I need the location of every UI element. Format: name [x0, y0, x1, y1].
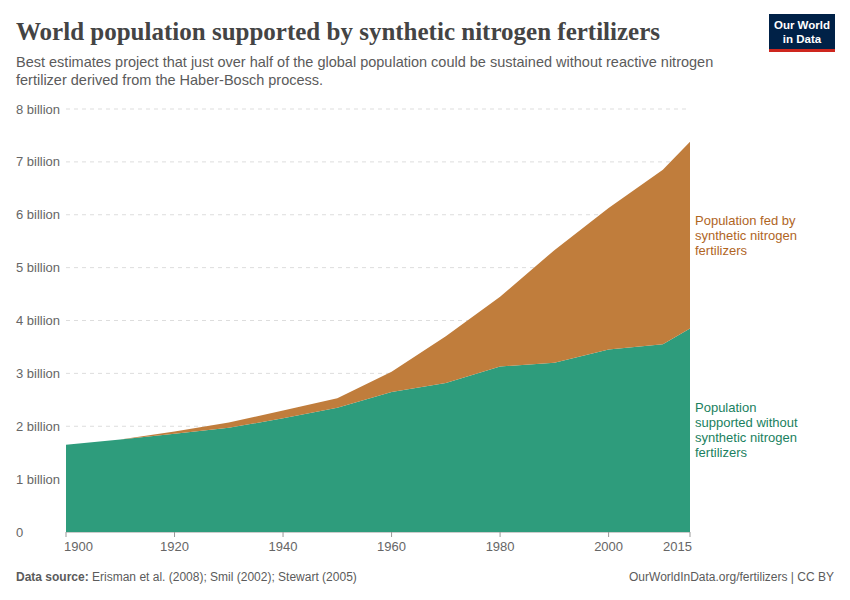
series-label-line: supported without [695, 415, 798, 430]
x-tick [283, 532, 284, 537]
x-tick [690, 532, 691, 537]
series-label-line: fertilizers [695, 243, 748, 258]
area [66, 328, 690, 532]
grid-line [66, 214, 690, 215]
series-label-line: synthetic nitrogen [695, 430, 797, 445]
logo-underline [769, 49, 835, 52]
subtitle: Best estimates project that just over ha… [16, 54, 713, 70]
title: World population supported by synthetic … [16, 18, 660, 45]
x-tick [608, 532, 609, 537]
x-tick-label: 1960 [377, 539, 406, 554]
x-tick [174, 532, 175, 537]
page: {"chart_data": { "type": "area", "title"… [0, 0, 850, 600]
y-tick-label: 7 billion [16, 154, 60, 169]
x-tick [391, 532, 392, 537]
x-tick-label: 1940 [269, 539, 298, 554]
y-tick-label: 5 billion [16, 260, 60, 275]
source-label: Data source: [16, 570, 89, 584]
y-tick-label: 1 billion [16, 472, 60, 487]
x-tick-label: 1900 [64, 539, 93, 554]
y-tick-label: 8 billion [16, 102, 60, 117]
areas [66, 142, 690, 532]
series-label-line: Population fed by [695, 213, 796, 228]
y-tick-label: 3 billion [16, 366, 60, 381]
x-tick-label: 2000 [594, 539, 623, 554]
subtitle: fertilizer derived from the Haber-Bosch … [16, 72, 323, 88]
x-tick-label: 2015 [663, 539, 692, 554]
x-axis: 1900 1920 1940 1960 1980 2000 2015 [64, 532, 692, 554]
y-tick-label: 0 [16, 525, 23, 540]
series-label-line: Population [695, 400, 756, 415]
logo-box [769, 14, 835, 51]
logo-text: in Data [783, 33, 822, 45]
area [66, 142, 690, 445]
y-tick-label: 2 billion [16, 419, 60, 434]
x-tick-label: 1980 [486, 539, 515, 554]
series-label-line: synthetic nitrogen [695, 228, 797, 243]
y-tick-label: 6 billion [16, 207, 60, 222]
url: OurWorldInData.org/fertilizers | CC BY [629, 570, 834, 584]
source-text: Erisman et al. (2008); Smil (2002); Stew… [89, 570, 357, 584]
series-label-line: fertilizers [695, 445, 748, 460]
grid-line [66, 109, 690, 110]
grid-line [66, 161, 690, 162]
x-tick [66, 532, 67, 537]
source: Data source: Erisman et al. (2008); Smil… [16, 570, 357, 584]
series-label: Populationsupported withoutsynthetic nit… [695, 400, 798, 460]
x-tick-label: 1920 [160, 539, 189, 554]
x-tick [500, 532, 501, 537]
logo: Our World in Data [769, 14, 835, 52]
y-tick-label: 4 billion [16, 313, 60, 328]
series-label: Population fed bysynthetic nitrogenferti… [695, 213, 797, 258]
logo-text: Our World [774, 19, 830, 31]
y-axis: 0 1 billion 2 billion 3 billion 4 billion 5 b… [16, 102, 690, 540]
chart: World population supported by synthetic … [0, 0, 850, 600]
